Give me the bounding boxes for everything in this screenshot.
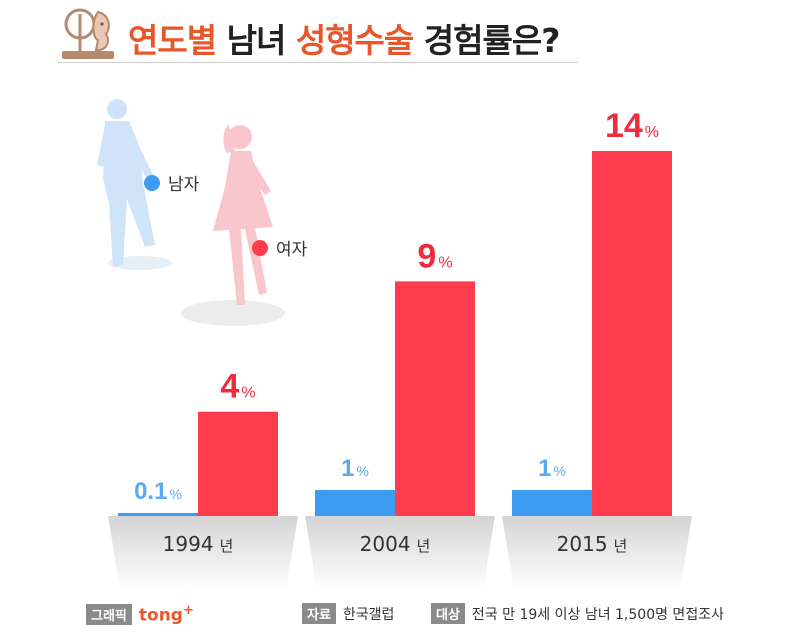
- source-text: 한국갤럽: [342, 606, 395, 623]
- x-tick-label: 2015 년: [557, 532, 628, 556]
- mirror-face-icon: [62, 8, 114, 59]
- brand-logo: tong+: [139, 603, 194, 626]
- year-base-plate: [502, 516, 692, 590]
- title-part-2: 남녀: [226, 21, 287, 60]
- legend-female: 여자: [252, 235, 307, 260]
- data-label: 9%: [417, 237, 452, 275]
- title-part-3: 성형수술: [295, 21, 414, 60]
- female-figure-icon: [181, 125, 285, 326]
- source-tag: 자료: [302, 603, 336, 624]
- footer-graphic-credit: 그래픽 tong+: [86, 603, 194, 626]
- data-label: 1%: [538, 455, 566, 482]
- data-label: 1%: [341, 455, 369, 482]
- title-part-1: 연도별: [128, 21, 217, 60]
- male-figure-icon: [97, 99, 172, 270]
- x-tick-label: 1994 년: [163, 532, 234, 556]
- brand-name: tong: [138, 605, 183, 626]
- title-part-4: 경험률은?: [423, 21, 561, 60]
- bar-male: [118, 513, 198, 516]
- header: 연도별 남녀 성형수술 경험률은?: [58, 4, 578, 64]
- data-label: 14%: [605, 107, 659, 145]
- figures-illustration: [97, 99, 285, 326]
- header-divider: [58, 62, 578, 63]
- legend-male: 남자: [144, 170, 199, 195]
- bar-female: [592, 151, 672, 516]
- x-tick-label: 2004 년: [360, 532, 431, 556]
- bar-female: [395, 281, 475, 516]
- chart-title: 연도별 남녀 성형수술 경험률은?: [128, 14, 561, 62]
- bar-female: [198, 411, 278, 516]
- legend-male-dot: [144, 174, 160, 191]
- legend-female-dot: [252, 239, 268, 256]
- target-tag: 대상: [431, 603, 465, 624]
- year-base-plate: [305, 516, 495, 590]
- legend-female-label: 여자: [276, 240, 308, 260]
- data-label: 4%: [220, 368, 255, 406]
- target-text: 전국 만 19세 이상 남녀 1,500명 면접조사: [471, 606, 724, 623]
- legend-male-label: 남자: [168, 175, 200, 195]
- brand-plus: +: [182, 603, 194, 618]
- year-base-plate: [108, 516, 298, 590]
- bar-male: [512, 489, 592, 516]
- data-label: 0.1%: [134, 478, 182, 505]
- footer-target: 대상 전국 만 19세 이상 남녀 1,500명 면접조사: [431, 603, 724, 624]
- footer-source: 자료 한국갤럽: [302, 603, 394, 624]
- bar-male: [315, 489, 395, 516]
- graphic-tag: 그래픽: [86, 603, 132, 625]
